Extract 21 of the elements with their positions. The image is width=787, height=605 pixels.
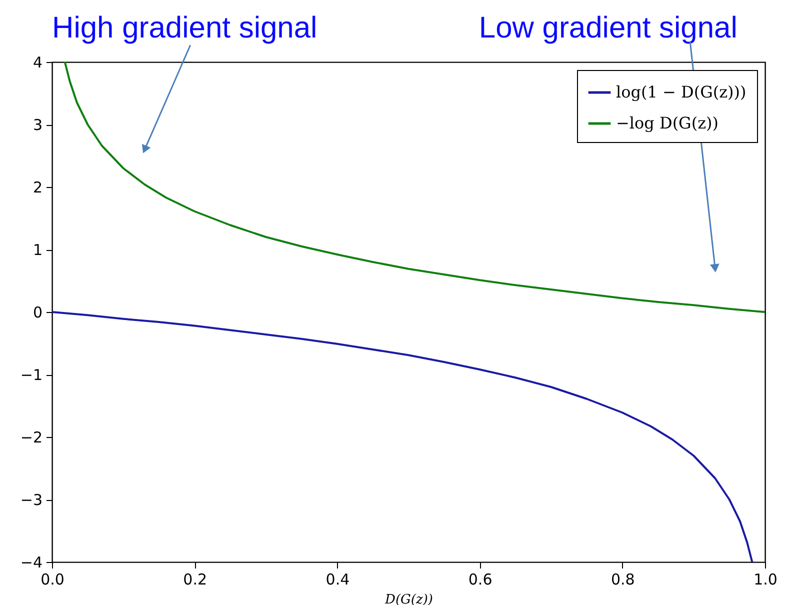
y-tick-label: 3 — [32, 116, 42, 134]
y-tick-label: 2 — [32, 178, 42, 196]
x-tick-label: 0.0 — [40, 570, 64, 588]
line-series — [52, 311, 754, 562]
y-tick-label: −3 — [20, 491, 42, 509]
y-tick-label: 0 — [32, 304, 42, 322]
x-tick-label: 1.0 — [754, 570, 778, 588]
x-tick-label: 0.8 — [610, 570, 635, 588]
annotation: High gradient signal — [52, 11, 318, 44]
legend-label: −log D(G(z)) — [616, 114, 718, 132]
legend-label: log(1 − D(G(z))) — [616, 82, 746, 102]
y-tick-label: −1 — [20, 366, 42, 384]
x-tick-label: 0.2 — [183, 570, 208, 588]
x-tick-label: 0.4 — [326, 570, 350, 588]
y-tick-label: 1 — [32, 241, 42, 259]
line-series — [64, 62, 765, 313]
y-tick-label: −4 — [20, 554, 42, 572]
y-tick-label: −2 — [20, 428, 42, 446]
annotation: Low gradient signal — [478, 11, 738, 44]
x-tick-label: 0.6 — [468, 570, 492, 588]
y-tick-label: 4 — [32, 54, 42, 72]
